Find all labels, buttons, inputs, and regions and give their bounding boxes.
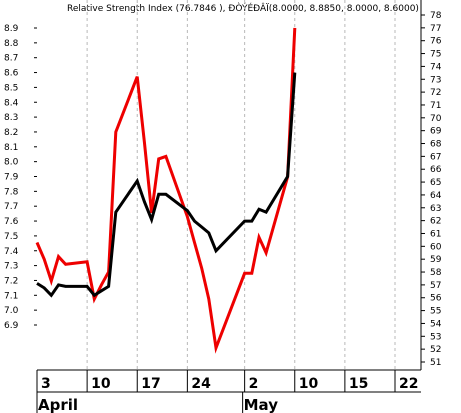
left-tick-label: 8.4: [4, 98, 19, 108]
right-tick-label: 70: [430, 114, 442, 124]
right-tick-label: 60: [430, 242, 442, 252]
right-tick-label: 76: [430, 37, 442, 47]
left-tick-label: 8.3: [4, 113, 18, 123]
x-tick-label: 15: [349, 376, 368, 392]
left-tick-label: 6.9: [4, 321, 19, 331]
left-tick-label: 7.1: [4, 291, 18, 301]
right-tick-label: 54: [430, 319, 442, 329]
right-tick-label: 67: [430, 152, 441, 162]
left-tick-label: 7.8: [4, 187, 19, 197]
right-tick-label: 57: [430, 281, 441, 291]
right-tick-label: 66: [430, 165, 442, 175]
grid: [86, 0, 396, 370]
month-label: May: [244, 396, 279, 413]
right-tick-label: 64: [430, 191, 442, 201]
right-tick-label: 61: [430, 229, 441, 239]
left-tick-label: 8.1: [4, 143, 18, 153]
plot-area: [37, 0, 421, 370]
right-tick-label: 72: [430, 88, 441, 98]
left-tick-label: 7.7: [4, 202, 18, 212]
rsi-series-line: [35, 27, 297, 354]
left-tick-label: 8.9: [4, 24, 19, 34]
right-tick-label: 53: [430, 332, 441, 342]
left-tick-label: 7.5: [4, 232, 18, 242]
right-tick-label: 59: [430, 255, 442, 265]
left-tick-label: 7.3: [4, 262, 18, 272]
right-tick-label: 63: [430, 204, 441, 214]
right-axis-ticks: 51 52 53 54 55 56 57 58 59 60 61 62 63 64 65 66 67 68 69 70…: [421, 11, 442, 368]
left-axis-ticks: 6.9 7.0 7.1 7.2 7.3 7.4 7.5 7.6 7.7 7.8 7.9 8.0 8.1 8…: [4, 24, 37, 331]
month-label: April: [38, 396, 78, 413]
right-tick-label: 52: [430, 345, 441, 355]
left-tick-label: 7.2: [4, 276, 18, 286]
left-tick-label: 7.9: [4, 173, 19, 183]
left-tick-label: 8.6: [4, 69, 19, 79]
left-tick-label: 7.4: [4, 247, 19, 257]
right-tick-label: 77: [430, 24, 441, 34]
right-tick-label: 65: [430, 178, 441, 188]
x-tick-label: 17: [141, 376, 160, 392]
price-series-line: [36, 72, 297, 298]
right-tick-label: 78: [430, 11, 442, 21]
x-tick-label: 10: [91, 376, 111, 392]
x-tick-label: 2: [249, 376, 259, 392]
series-lines: [35, 27, 297, 354]
left-tick-label: 8.5: [4, 83, 18, 93]
right-tick-label: 51: [430, 358, 441, 368]
right-tick-label: 73: [430, 75, 441, 85]
right-tick-label: 71: [430, 101, 441, 111]
right-tick-label: 56: [430, 294, 442, 304]
x-axis-ticks: 3 10 17 24 2 10 15 22: [36, 370, 418, 392]
right-tick-label: 62: [430, 217, 441, 227]
x-tick-label: 24: [191, 376, 211, 392]
right-tick-label: 55: [430, 307, 441, 317]
x-tick-label: 22: [399, 376, 418, 392]
right-tick-label: 58: [430, 268, 442, 278]
month-labels: April May: [36, 392, 279, 413]
x-tick-label: 10: [299, 376, 319, 392]
left-tick-label: 8.2: [4, 128, 18, 138]
left-tick-label: 7.0: [4, 306, 19, 316]
left-tick-label: 8.8: [4, 39, 19, 49]
right-tick-label: 75: [430, 50, 441, 60]
right-tick-label: 69: [430, 127, 442, 137]
chart-title: Relative Strength Index (76.7846 ), ÐÒÝÉ…: [67, 2, 419, 14]
right-tick-label: 74: [430, 62, 442, 72]
left-tick-label: 8.7: [4, 54, 18, 64]
left-tick-label: 8.0: [4, 158, 19, 168]
x-tick-label: 3: [41, 376, 51, 392]
left-tick-label: 7.6: [4, 217, 19, 227]
right-tick-label: 68: [430, 140, 442, 150]
